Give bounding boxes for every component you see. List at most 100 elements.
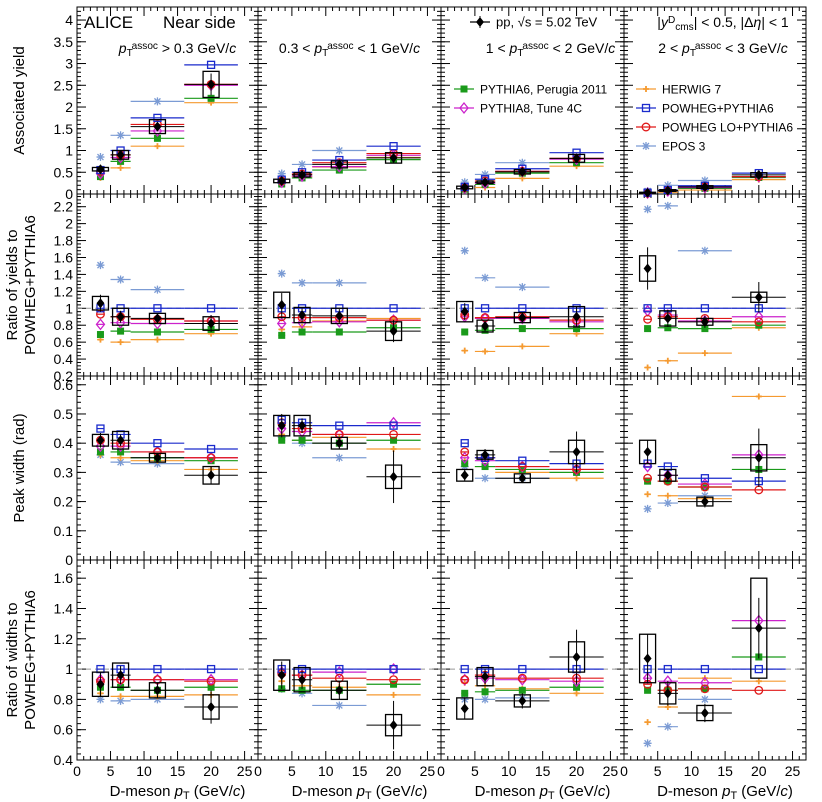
pwp6-point	[700, 474, 710, 483]
pwlo-point	[206, 453, 216, 463]
panel-frame-r3-c2	[440, 559, 625, 761]
py6-point	[390, 680, 398, 688]
epos-point	[481, 170, 490, 179]
data-sys-box	[273, 291, 291, 319]
py8-point	[276, 317, 287, 330]
epos-point	[663, 499, 672, 508]
data-point	[277, 670, 286, 681]
x-tick-label-c0: 5	[107, 763, 115, 779]
pwp6-point	[153, 664, 162, 674]
py6-point	[298, 328, 306, 336]
pwlo-point	[206, 676, 216, 686]
py6-point	[481, 688, 489, 696]
data-sys-box	[456, 300, 474, 323]
py8-point	[700, 676, 710, 689]
y-ticks-r1-c3	[624, 196, 806, 377]
y-ticks-r3-c2	[441, 559, 624, 761]
y-tick-label-r0: 1.5	[54, 121, 74, 137]
legend-entry-py6: PYTHIA6, Perugia 2011	[454, 83, 608, 97]
pwp6-point	[518, 304, 527, 313]
panel-frame-r3-c3	[623, 559, 807, 761]
y-ticks-r3-c0	[77, 559, 258, 761]
y-tick-label-r1: 2.2	[54, 199, 74, 215]
data-point	[96, 679, 105, 690]
data-point	[518, 166, 527, 177]
epos-point	[335, 453, 344, 462]
y-ticks-r2-c1	[258, 378, 441, 561]
x-ticks-r0-c3	[623, 7, 800, 194]
legend-entry-data: pp, √s = 5.02 TeV	[470, 15, 598, 30]
epos-point	[116, 458, 125, 467]
pt-assoc-label-c3: 2 < pTassoc < 3 GeV/c	[658, 40, 787, 59]
x-axis-title-c1: D-meson pT (GeV/c)	[292, 783, 428, 802]
py8-point	[115, 316, 126, 329]
epos-point	[298, 278, 307, 287]
data-point	[116, 311, 125, 322]
hw7-point	[644, 719, 651, 726]
data-point	[460, 703, 469, 714]
panel-frame-r3-c0	[76, 559, 259, 761]
y-ticks-r0-c0	[77, 6, 258, 195]
py6-point	[644, 325, 652, 333]
epos-point	[277, 269, 286, 278]
py6-point	[573, 325, 581, 333]
y-axis-title-r0: Associated yield	[11, 46, 28, 154]
epos-point	[116, 696, 125, 705]
y-tick-label-r1: 0.4	[54, 351, 74, 367]
panel-frame-r2-c0	[76, 375, 259, 561]
y-tick-label-r0: 0.5	[54, 164, 74, 180]
data-point	[700, 182, 709, 193]
py6-point	[117, 327, 125, 335]
pwp6-point	[518, 664, 527, 674]
pwlo-point	[643, 473, 653, 483]
legend-entry-py8: PYTHIA8, Tune 4C	[454, 102, 582, 116]
y-tick-label-r3: 0.6	[54, 722, 74, 738]
x-ticks-r3-c3	[623, 560, 800, 760]
epos-point	[96, 695, 105, 704]
pwp6-point	[153, 439, 162, 448]
hw7-point	[644, 364, 651, 371]
pwp6-point	[153, 304, 162, 313]
x-ticks-r1-c3	[623, 194, 800, 376]
pwlo-point	[389, 675, 399, 685]
data-point	[754, 169, 763, 180]
data-point	[207, 318, 216, 329]
pwp6-point	[335, 664, 344, 674]
py8-point	[152, 124, 163, 137]
x-tick-label-c2: 20	[569, 763, 585, 779]
py6-point	[701, 325, 709, 333]
y-tick-label-r1: 1.2	[54, 283, 74, 299]
py6-point	[335, 328, 343, 336]
pwp6-point	[754, 664, 763, 674]
pwp6-point	[153, 113, 162, 123]
y-tick-label-r3: 0.8	[54, 691, 74, 707]
y-tick-label-r3: 1.4	[54, 600, 74, 616]
legend-marker	[641, 122, 651, 132]
data-point	[116, 435, 125, 446]
pwp6-point	[389, 664, 398, 674]
x-tick-label-c2: 25	[603, 763, 619, 779]
data-point	[700, 496, 709, 507]
panel-frame-r1-c3	[623, 193, 807, 377]
x-ticks-r0-c1	[257, 7, 435, 194]
y-tick-label-r1: 0.8	[54, 317, 74, 333]
data-point	[460, 182, 469, 193]
y-ticks-r2-c2	[441, 378, 624, 561]
py8-point	[571, 463, 582, 476]
py8-point	[388, 416, 399, 429]
pwp6-point	[389, 304, 398, 313]
pwp6-point	[480, 304, 490, 313]
py6-point	[644, 686, 652, 694]
legend-marker	[641, 103, 651, 113]
x-ticks-r3-c2	[440, 560, 618, 760]
py8-point	[115, 673, 126, 686]
data-point	[663, 688, 672, 699]
py6-point	[298, 436, 306, 444]
py8-point	[700, 478, 710, 491]
x-axis-title-c0: D-meson pT (GeV/c)	[110, 783, 246, 802]
data-point	[460, 306, 469, 317]
data-point	[700, 708, 709, 719]
x-tick-label-c3: 15	[717, 763, 733, 779]
legend-label: POWHEG+PYTHIA6	[662, 102, 774, 116]
pwlo-point	[643, 314, 653, 324]
